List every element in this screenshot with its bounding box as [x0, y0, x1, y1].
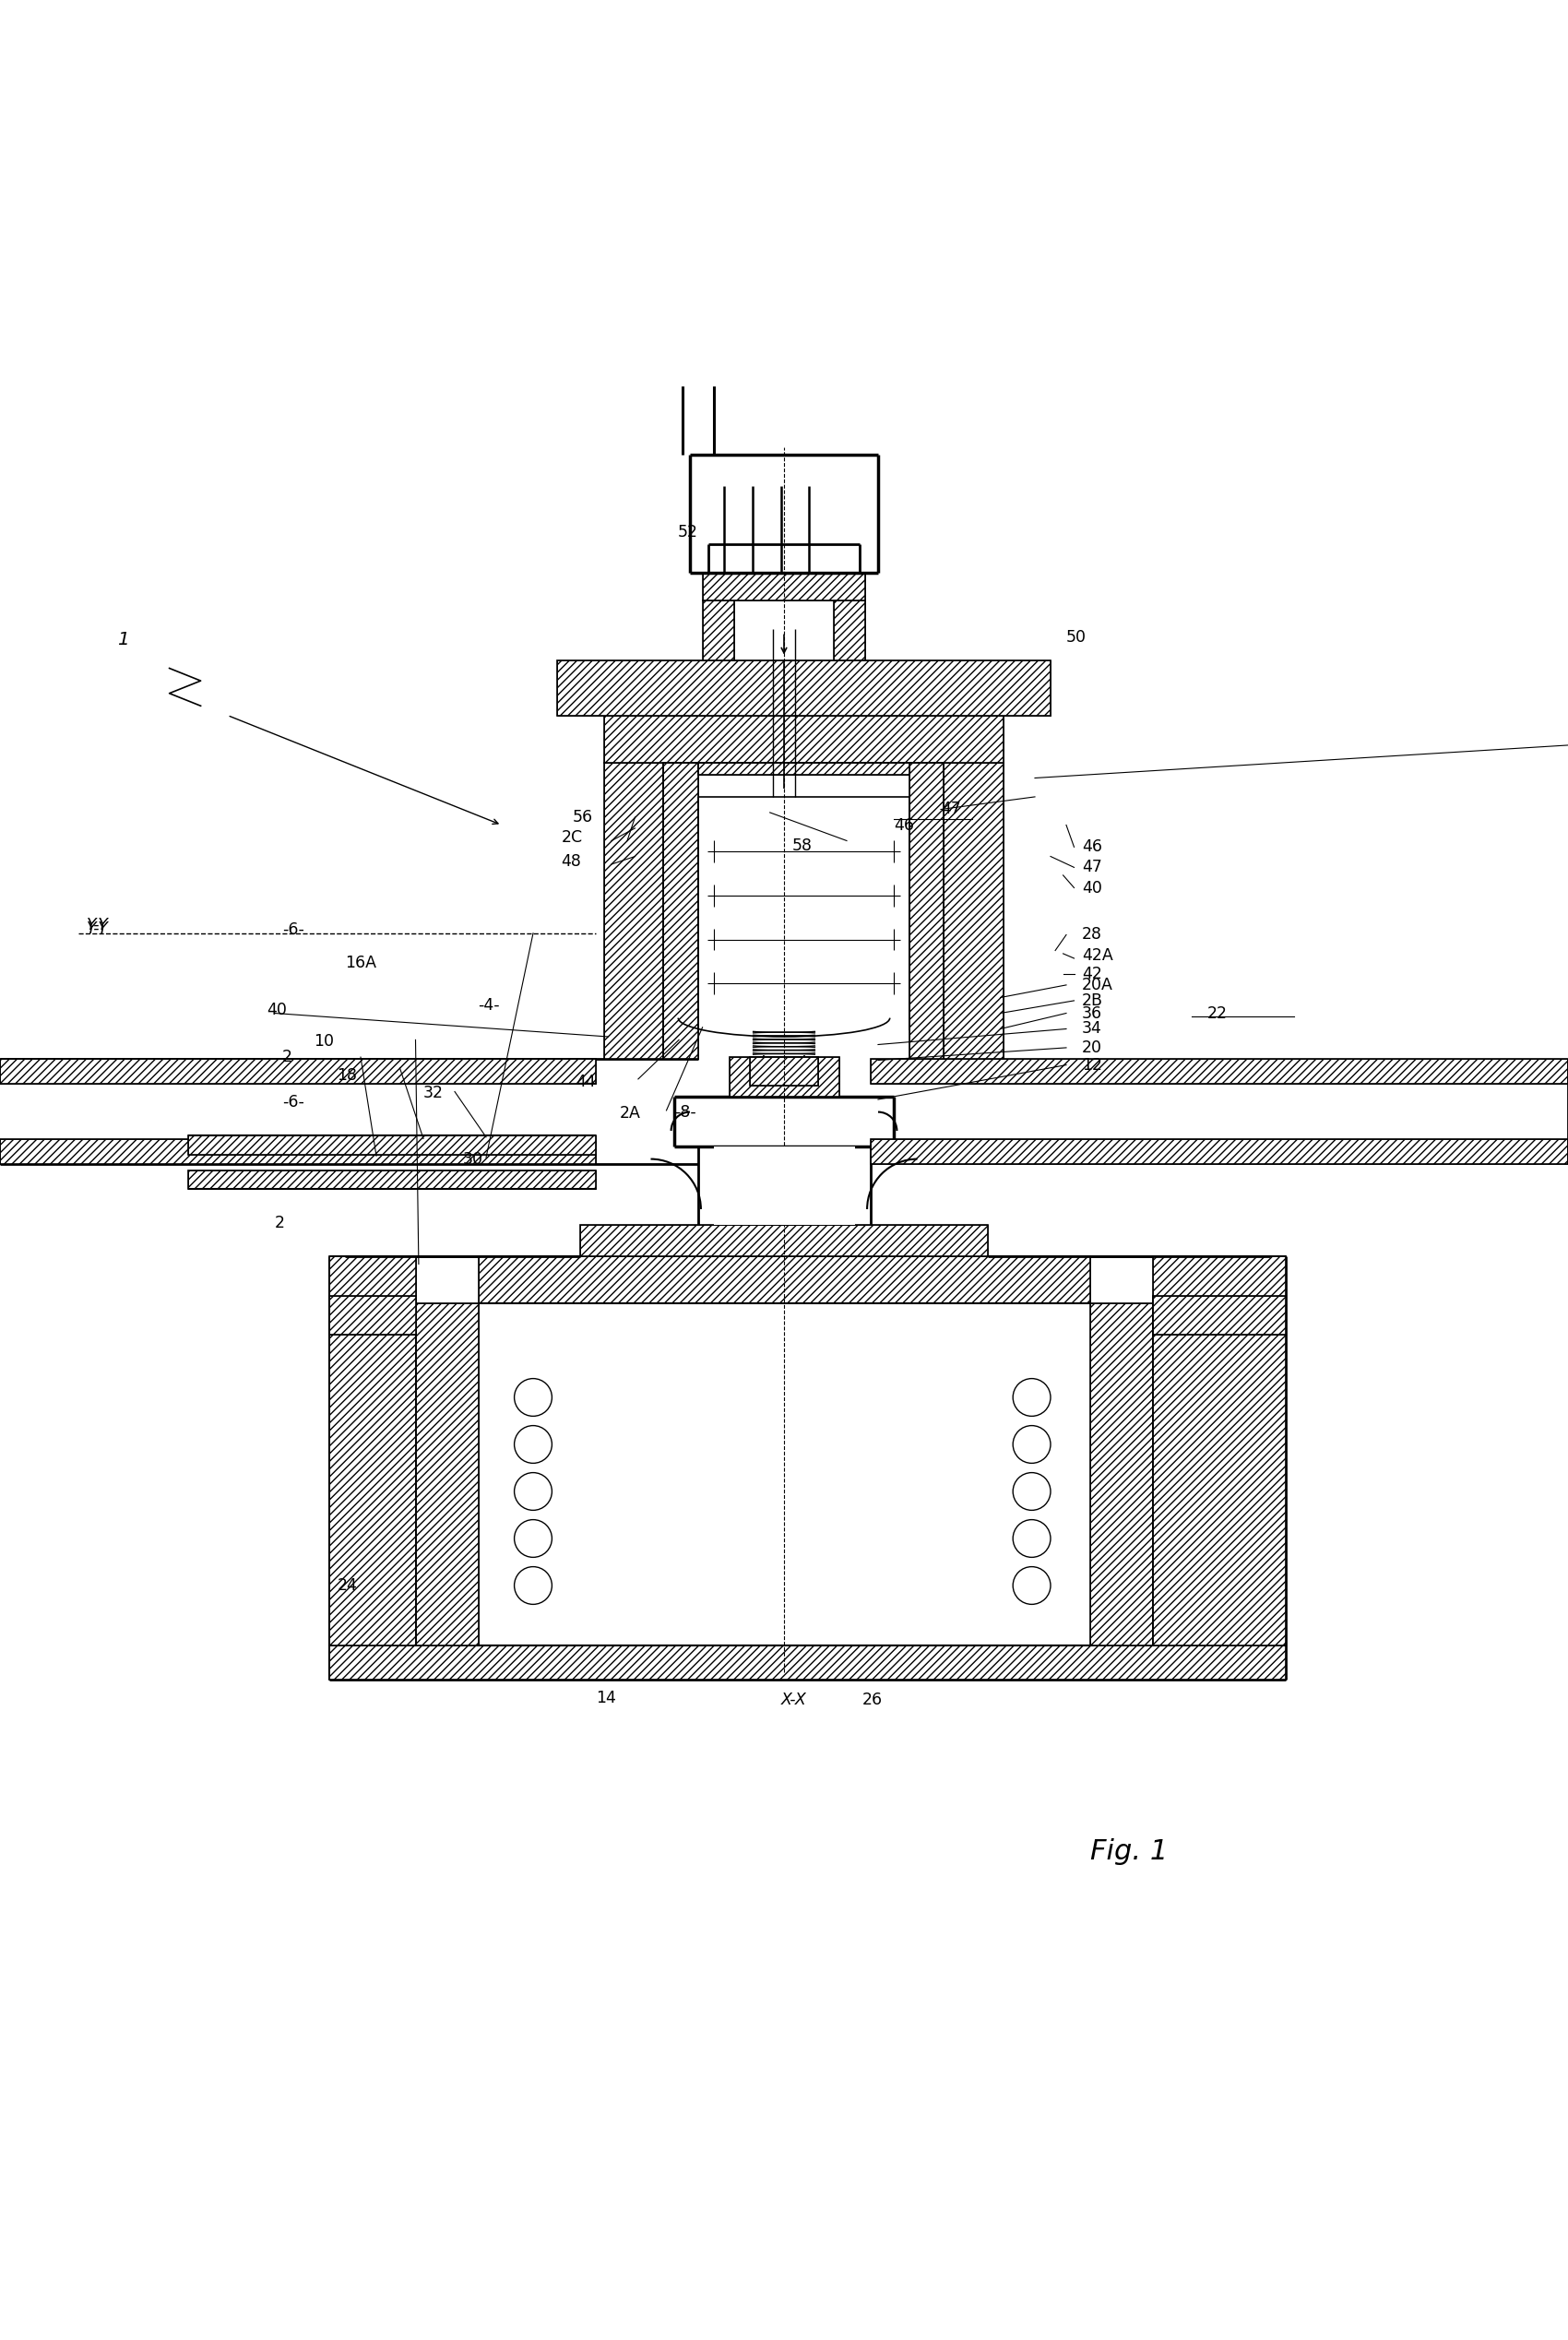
Text: 12: 12 — [1082, 1058, 1102, 1074]
Circle shape — [514, 1472, 552, 1509]
Polygon shape — [729, 1058, 839, 1097]
Text: 18: 18 — [337, 1067, 358, 1083]
Text: 20A: 20A — [1082, 976, 1113, 992]
Polygon shape — [944, 763, 1004, 1058]
Polygon shape — [1152, 1257, 1286, 1645]
Polygon shape — [188, 1170, 596, 1189]
Text: 28: 28 — [1082, 927, 1102, 943]
Text: 2: 2 — [282, 1048, 292, 1065]
Text: 47: 47 — [941, 800, 961, 817]
Polygon shape — [870, 1140, 1568, 1163]
Polygon shape — [329, 1296, 416, 1334]
Text: 47: 47 — [1082, 859, 1102, 875]
Text: 56: 56 — [572, 810, 593, 826]
Polygon shape — [188, 1135, 596, 1154]
Polygon shape — [416, 1303, 478, 1645]
Text: 42: 42 — [1082, 966, 1102, 983]
Polygon shape — [557, 660, 1051, 716]
Polygon shape — [478, 1257, 1090, 1303]
Polygon shape — [329, 1645, 1286, 1680]
Circle shape — [1013, 1568, 1051, 1605]
Text: 46: 46 — [1082, 838, 1102, 856]
Polygon shape — [909, 763, 944, 1058]
Circle shape — [514, 1519, 552, 1558]
Polygon shape — [713, 1147, 855, 1224]
Text: 50: 50 — [1066, 629, 1087, 646]
Circle shape — [514, 1568, 552, 1605]
Text: -6-: -6- — [282, 922, 304, 938]
Text: 32: 32 — [423, 1086, 444, 1102]
Text: 2B: 2B — [1082, 992, 1104, 1009]
Text: 26: 26 — [862, 1692, 883, 1708]
Text: 40: 40 — [267, 1002, 287, 1018]
Text: 30: 30 — [463, 1151, 483, 1168]
Text: Y-Y: Y-Y — [86, 920, 108, 936]
Text: 34: 34 — [1082, 1020, 1102, 1037]
Text: 46: 46 — [894, 817, 914, 833]
Polygon shape — [702, 601, 734, 660]
Text: 2: 2 — [274, 1214, 284, 1231]
Polygon shape — [580, 1224, 988, 1257]
Polygon shape — [604, 716, 1004, 763]
Text: 24: 24 — [337, 1577, 358, 1594]
Text: -8-: -8- — [674, 1104, 696, 1121]
Text: 2C: 2C — [561, 828, 583, 845]
Circle shape — [1013, 1425, 1051, 1462]
Text: Fig. 1: Fig. 1 — [1090, 1839, 1168, 1865]
Polygon shape — [1152, 1296, 1286, 1334]
Polygon shape — [604, 763, 663, 1058]
Circle shape — [514, 1378, 552, 1416]
Text: 20: 20 — [1082, 1039, 1102, 1055]
Text: 48: 48 — [561, 852, 582, 870]
Circle shape — [1013, 1519, 1051, 1558]
Polygon shape — [663, 763, 698, 1058]
Text: X-X: X-X — [781, 1692, 806, 1708]
Text: 36: 36 — [1082, 1004, 1102, 1023]
Text: 2A: 2A — [619, 1104, 640, 1121]
Polygon shape — [0, 1058, 596, 1083]
Polygon shape — [698, 763, 909, 775]
Text: 22: 22 — [1207, 1004, 1228, 1023]
Text: 44: 44 — [575, 1074, 596, 1090]
Polygon shape — [750, 1058, 818, 1086]
Circle shape — [514, 1425, 552, 1462]
Text: 16A: 16A — [345, 955, 376, 971]
Text: 40: 40 — [1082, 880, 1102, 896]
Text: 58: 58 — [792, 838, 812, 854]
Text: 1: 1 — [118, 632, 129, 648]
Text: -4-: -4- — [478, 997, 500, 1013]
Polygon shape — [702, 573, 866, 601]
Polygon shape — [760, 1210, 808, 1224]
Text: -6-: -6- — [282, 1095, 304, 1111]
Text: 52: 52 — [677, 524, 698, 541]
Circle shape — [1013, 1472, 1051, 1509]
Text: 10: 10 — [314, 1034, 334, 1051]
Polygon shape — [0, 1140, 596, 1163]
Text: 42A: 42A — [1082, 948, 1113, 964]
Polygon shape — [870, 1058, 1568, 1083]
Polygon shape — [329, 1257, 416, 1645]
Polygon shape — [834, 601, 866, 660]
Polygon shape — [1090, 1303, 1152, 1645]
Text: Y-Y: Y-Y — [86, 917, 108, 934]
Circle shape — [1013, 1378, 1051, 1416]
Text: 14: 14 — [596, 1689, 616, 1706]
